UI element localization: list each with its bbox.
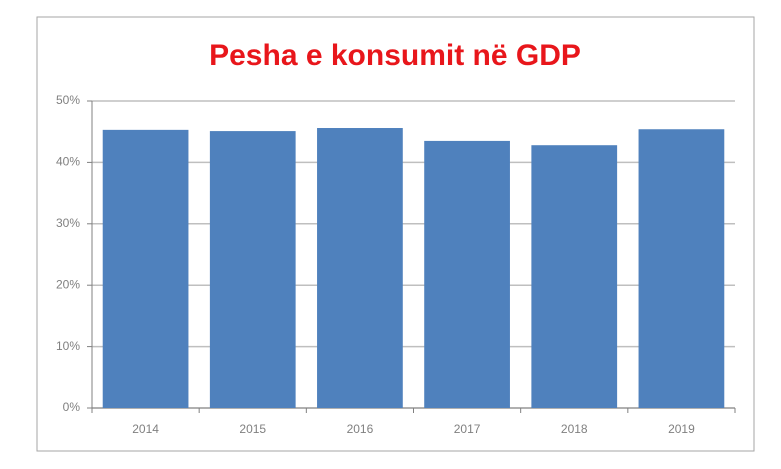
x-tick-label: 2019 [668,422,695,436]
x-tick-label: 2018 [561,422,588,436]
bar [317,128,403,409]
y-tick-label: 20% [56,277,80,291]
y-tick-label: 50% [56,93,80,107]
y-tick-label: 0% [63,400,81,414]
y-tick-label: 30% [56,216,80,230]
x-tick-label: 2016 [347,422,374,436]
bar [209,131,296,408]
x-tick-label: 2015 [239,422,266,436]
y-tick-label: 10% [56,339,80,353]
chart-title: Pesha e konsumit në GDP [209,39,581,72]
bar [638,129,725,408]
bar [531,145,618,408]
bar [102,129,189,408]
x-tick-label: 2017 [454,422,481,436]
bar [424,140,510,408]
y-tick-label: 40% [56,155,80,169]
x-tick-label: 2014 [132,422,159,436]
